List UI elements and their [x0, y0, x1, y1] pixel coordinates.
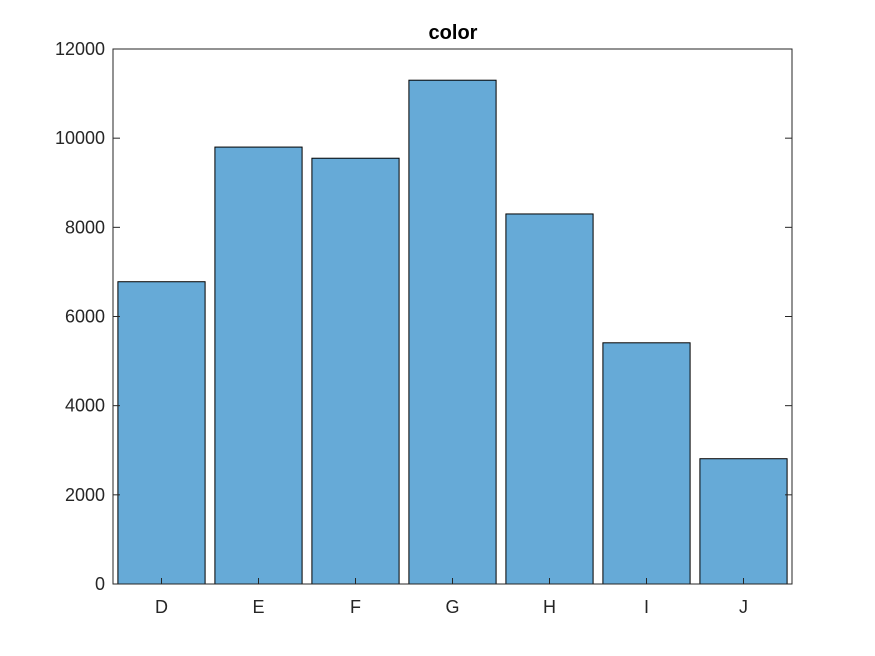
bars-group: [117, 79, 788, 585]
x-tick-label: E: [252, 597, 264, 617]
y-tick-label: 4000: [65, 396, 105, 416]
y-tick-label: 0: [95, 574, 105, 594]
x-tick-label: F: [350, 597, 361, 617]
x-axis: D E F G H I J: [155, 578, 748, 617]
x-tick-label: I: [644, 597, 649, 617]
y-axis: 0 2000 4000 6000 8000 10000 12000: [55, 39, 792, 594]
y-tick-label: 6000: [65, 307, 105, 327]
bar-i: [602, 342, 691, 585]
bar-e: [214, 146, 303, 585]
bar-f: [311, 157, 400, 585]
x-tick-label: D: [155, 597, 168, 617]
x-tick-label: J: [739, 597, 748, 617]
bar-d: [117, 281, 206, 585]
bar-h: [505, 213, 594, 585]
y-tick-label: 10000: [55, 128, 105, 148]
bar-g: [408, 79, 497, 585]
y-tick-label: 8000: [65, 217, 105, 237]
bar-j: [699, 458, 788, 585]
x-tick-label: G: [445, 597, 459, 617]
chart-title: color: [429, 22, 478, 44]
x-tick-label: H: [543, 597, 556, 617]
y-tick-label: 2000: [65, 485, 105, 505]
y-tick-label: 12000: [55, 39, 105, 59]
